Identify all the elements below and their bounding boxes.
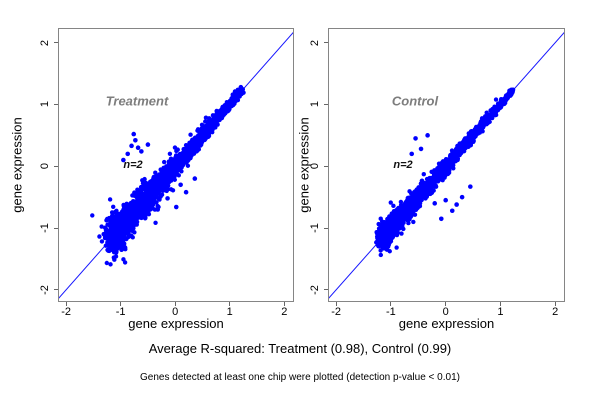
y-axis-tick — [324, 42, 328, 44]
y-tick-label: 0 — [39, 163, 51, 170]
x-tick-label: 0 — [172, 306, 179, 318]
x-axis-tick — [445, 302, 447, 306]
y-axis-tick — [54, 289, 58, 291]
x-axis-tick — [499, 302, 501, 306]
y-tick-label: 2 — [309, 39, 321, 46]
x-axis-tick — [120, 302, 122, 306]
x-tick-label: 1 — [497, 306, 504, 318]
x-tick-label: 1 — [226, 306, 233, 318]
y-tick-label: 1 — [309, 101, 321, 108]
y-axis-tick — [54, 103, 58, 105]
treatment-scatter-canvas — [59, 29, 293, 301]
y-axis-tick — [324, 103, 328, 105]
x-tick-label: 0 — [442, 306, 449, 318]
detection-footnote: Genes detected at least one chip were pl… — [140, 372, 460, 383]
x-axis-tick — [174, 302, 176, 306]
treatment-n-annotation: n=2 — [123, 159, 143, 171]
treatment-panel: Treatment n=2 gene expression gene expre… — [10, 28, 294, 331]
y-tick-label: 2 — [39, 39, 51, 46]
control-x-axis-label: gene expression — [398, 316, 495, 331]
x-tick-label: 2 — [552, 306, 559, 318]
y-tick-label: 1 — [39, 101, 51, 108]
y-axis-tick — [324, 227, 328, 229]
y-axis-tick — [54, 227, 58, 229]
x-tick-label: -2 — [61, 306, 71, 318]
y-tick-label: 0 — [309, 163, 321, 170]
y-axis-tick — [324, 289, 328, 291]
x-tick-label: 2 — [281, 306, 288, 318]
x-axis-tick — [390, 302, 392, 306]
panel-title-control: Control — [391, 93, 439, 109]
y-tick-label: -2 — [309, 284, 321, 295]
panel-title-treatment: Treatment — [105, 93, 169, 109]
y-tick-label: -1 — [39, 223, 51, 233]
x-axis-tick — [335, 302, 337, 306]
y-tick-label: -1 — [309, 223, 321, 233]
r-squared-caption: Average R-squared: Treatment (0.98), Con… — [148, 341, 452, 356]
control-panel: Control n=2 gene expression gene express… — [297, 28, 565, 331]
x-axis-tick — [554, 302, 556, 306]
x-axis-tick — [65, 302, 67, 306]
y-axis-tick — [54, 165, 58, 167]
treatment-x-axis-label: gene expression — [128, 316, 224, 331]
x-tick-label: -1 — [115, 306, 126, 318]
y-tick-label: -2 — [39, 284, 51, 295]
x-tick-label: -2 — [331, 306, 341, 318]
treatment-y-axis-label: gene expression — [9, 117, 25, 213]
y-axis-tick — [324, 165, 328, 167]
x-tick-label: -1 — [386, 306, 396, 318]
x-axis-tick — [283, 302, 285, 306]
control-scatter-canvas — [329, 29, 564, 301]
control-n-annotation: n=2 — [393, 159, 413, 171]
x-axis-tick — [229, 302, 231, 306]
y-axis-tick — [54, 42, 58, 44]
